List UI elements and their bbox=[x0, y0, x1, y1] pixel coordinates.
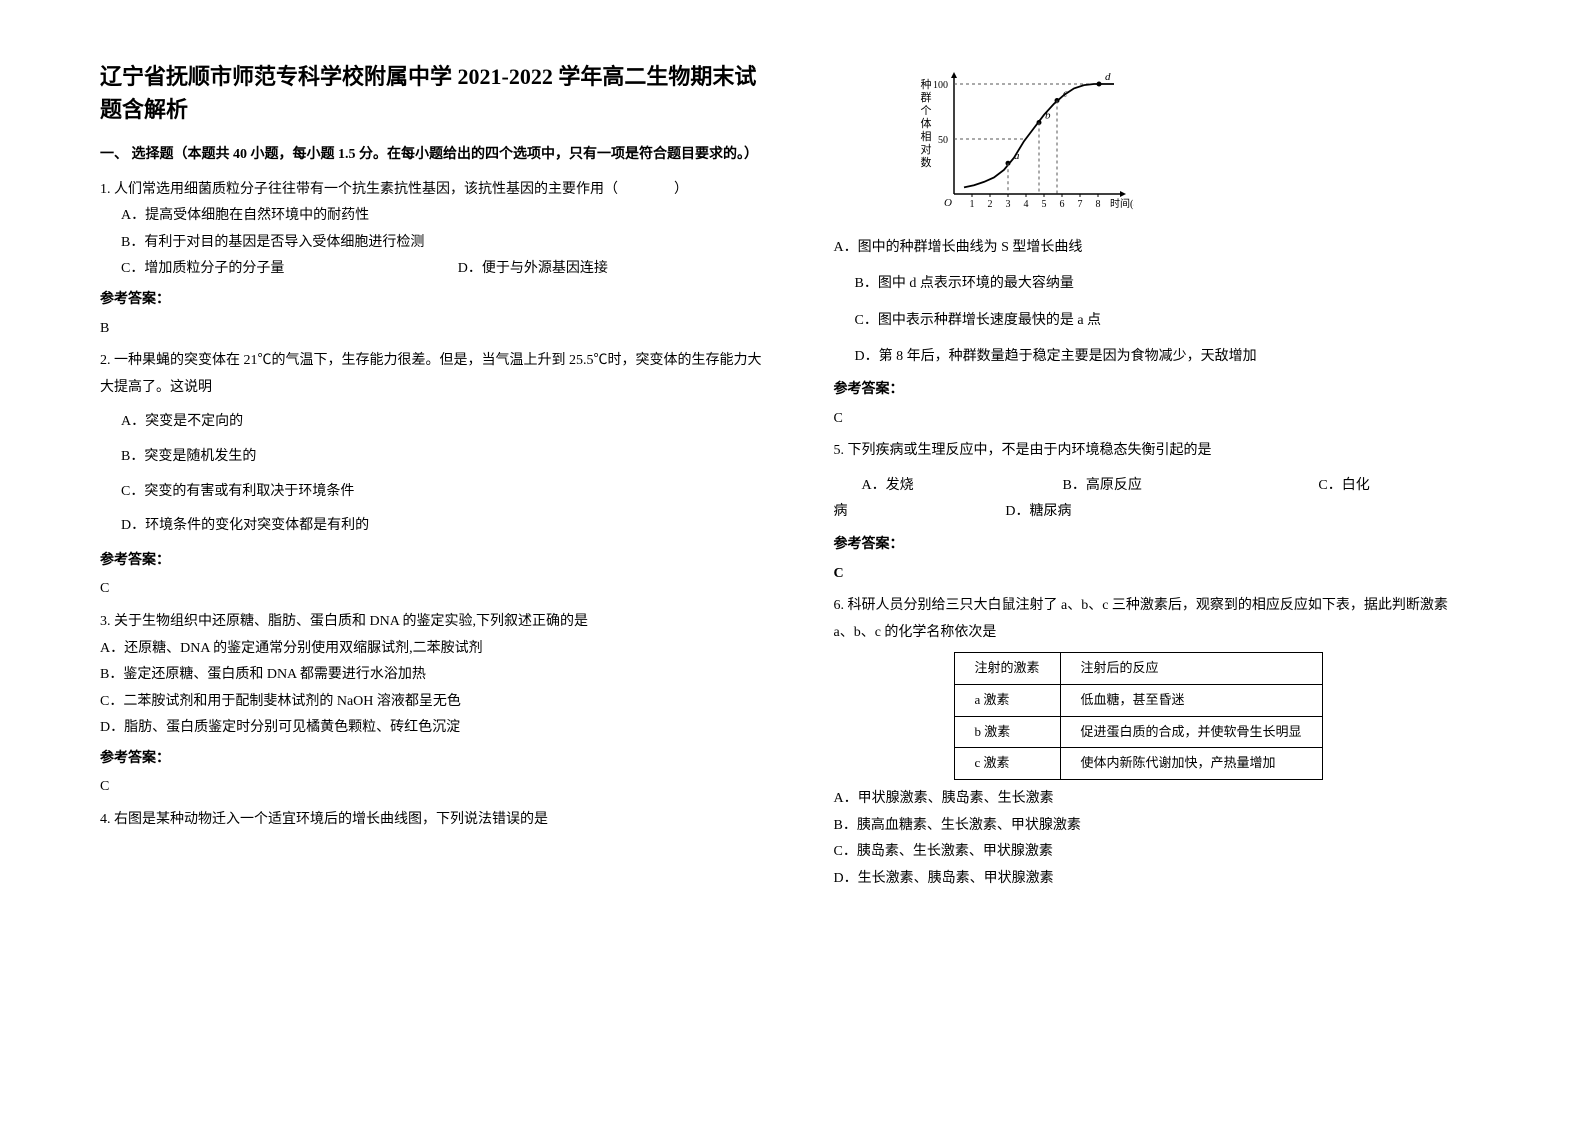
q3-opt-b: B．鉴定还原糖、蛋白质和 DNA 都需要进行水浴加热 bbox=[100, 662, 774, 689]
svg-text:4: 4 bbox=[1023, 199, 1028, 210]
svg-text:7: 7 bbox=[1077, 199, 1082, 210]
q2-opt-b: B．突变是随机发生的 bbox=[100, 444, 774, 471]
q3-opt-a: A．还原糖、DNA 的鉴定通常分别使用双缩脲试剂,二苯胺试剂 bbox=[100, 636, 774, 663]
q1-opt-c: C．增加质粒分子的分子量 bbox=[100, 256, 437, 283]
q5-answer-label: 参考答案： bbox=[834, 532, 1508, 559]
q2-answer-label: 参考答案： bbox=[100, 548, 774, 575]
q6-opt-a: A．甲状腺激素、胰岛素、生长激素 bbox=[834, 786, 1508, 813]
q6-opt-c: C．胰岛素、生长激素、甲状腺激素 bbox=[834, 839, 1508, 866]
q5-opt-c2: 病 bbox=[834, 499, 1002, 526]
left-column: 辽宁省抚顺市师范专科学校附属中学 2021-2022 学年高二生物期末试题含解析… bbox=[100, 60, 774, 1082]
q6-r3c1: c 激素 bbox=[954, 748, 1060, 780]
svg-text:数: 数 bbox=[920, 156, 931, 169]
svg-text:O: O bbox=[944, 197, 952, 209]
q6-r1c1: a 激素 bbox=[954, 685, 1060, 717]
q5-answer: C bbox=[834, 561, 1508, 588]
q2-opt-d: D．环境条件的变化对突变体都是有利的 bbox=[100, 513, 774, 540]
q6-th2: 注射后的反应 bbox=[1060, 653, 1322, 685]
q5-opt-b: B．高原反应 bbox=[1062, 473, 1318, 500]
q5-opt-a: A．发烧 bbox=[834, 473, 1063, 500]
q3-answer: C bbox=[100, 774, 774, 801]
q1-opt-b: B．有利于对目的基因是否导入受体细胞进行检测 bbox=[100, 230, 774, 257]
section-heading: 一、 选择题（本题共 40 小题，每小题 1.5 分。在每小题给出的四个选项中，… bbox=[100, 142, 774, 169]
q4-opt-a: A．图中的种群增长曲线为 S 型增长曲线 bbox=[834, 235, 1508, 262]
q5-opt-d: D．糖尿病 bbox=[1005, 504, 1071, 519]
svg-text:50: 50 bbox=[938, 135, 948, 146]
q1-answer-label: 参考答案： bbox=[100, 287, 774, 314]
svg-text:6: 6 bbox=[1059, 199, 1064, 210]
q2-stem: 2. 一种果蝇的突变体在 21℃的气温下，生存能力很差。但是，当气温上升到 25… bbox=[100, 348, 774, 401]
q6-r1c2: 低血糖，甚至昏迷 bbox=[1060, 685, 1322, 717]
q6-r2c1: b 激素 bbox=[954, 716, 1060, 748]
q1-stem: 1. 人们常选用细菌质粒分子往往带有一个抗生素抗性基因，该抗性基因的主要作用（ … bbox=[100, 177, 774, 204]
svg-text:对: 对 bbox=[920, 142, 931, 156]
q1-opt-a: A．提高受体细胞在自然环境中的耐药性 bbox=[100, 203, 774, 230]
svg-text:8: 8 bbox=[1095, 199, 1100, 210]
svg-text:d: d bbox=[1105, 71, 1111, 83]
svg-text:体: 体 bbox=[920, 116, 931, 130]
q4-stem: 4. 右图是某种动物迁入一个适宜环境后的增长曲线图，下列说法错误的是 bbox=[100, 807, 774, 834]
growth-curve-chart: 100 50 种群个体相对数 O 1 2 3 4 5 6 7 8 时间(年) a bc d bbox=[914, 64, 1508, 225]
q4-answer: C bbox=[834, 406, 1508, 433]
svg-text:个: 个 bbox=[920, 104, 931, 117]
svg-text:种: 种 bbox=[920, 77, 931, 91]
q4-opt-d: D．第 8 年后，种群数量趋于稳定主要是因为食物减少，天敌增加 bbox=[834, 344, 1508, 371]
q4-opt-b: B．图中 d 点表示环境的最大容纳量 bbox=[834, 271, 1508, 298]
q4-opt-c: C．图中表示种群增长速度最快的是 a 点 bbox=[834, 308, 1508, 335]
svg-text:a: a bbox=[1014, 150, 1020, 162]
q3-stem: 3. 关于生物组织中还原糖、脂肪、蛋白质和 DNA 的鉴定实验,下列叙述正确的是 bbox=[100, 609, 774, 636]
svg-text:1: 1 bbox=[969, 199, 974, 210]
svg-text:相: 相 bbox=[920, 130, 931, 143]
q6-r3c2: 使体内新陈代谢加快，产热量增加 bbox=[1060, 748, 1322, 780]
q1-opt-d: D．便于与外源基因连接 bbox=[437, 256, 774, 283]
q6-th1: 注射的激素 bbox=[954, 653, 1060, 685]
q5-options: A．发烧 B．高原反应 C．白化 病 D．糖尿病 bbox=[834, 473, 1508, 526]
svg-text:2: 2 bbox=[987, 199, 992, 210]
q3-opt-c: C．二苯胺试剂和用于配制斐林试剂的 NaOH 溶液都呈无色 bbox=[100, 689, 774, 716]
right-column: 100 50 种群个体相对数 O 1 2 3 4 5 6 7 8 时间(年) a bc d A．图中的种群增长… bbox=[834, 60, 1508, 1082]
svg-text:群: 群 bbox=[920, 90, 931, 104]
q2-answer: C bbox=[100, 576, 774, 603]
exam-title: 辽宁省抚顺市师范专科学校附属中学 2021-2022 学年高二生物期末试题含解析 bbox=[100, 60, 774, 126]
svg-text:3: 3 bbox=[1005, 199, 1010, 210]
svg-text:时间(年): 时间(年) bbox=[1110, 197, 1134, 210]
svg-text:5: 5 bbox=[1041, 199, 1046, 210]
q1-answer: B bbox=[100, 316, 774, 343]
svg-text:b: b bbox=[1045, 110, 1051, 122]
q6-opt-b: B．胰高血糖素、生长激素、甲状腺激素 bbox=[834, 813, 1508, 840]
q2-opt-c: C．突变的有害或有利取决于环境条件 bbox=[100, 479, 774, 506]
q6-stem2: a、b、c 的化学名称依次是 bbox=[834, 620, 1508, 647]
q5-stem: 5. 下列疾病或生理反应中，不是由于内环境稳态失衡引起的是 bbox=[834, 438, 1508, 465]
q6-stem1: 6. 科研人员分别给三只大白鼠注射了 a、b、c 三种激素后，观察到的相应反应如… bbox=[834, 593, 1508, 620]
q3-answer-label: 参考答案： bbox=[100, 746, 774, 773]
q6-table: 注射的激素 注射后的反应 a 激素 低血糖，甚至昏迷 b 激素 促进蛋白质的合成… bbox=[954, 652, 1323, 780]
q6-r2c2: 促进蛋白质的合成，并使软骨生长明显 bbox=[1060, 716, 1322, 748]
svg-text:100: 100 bbox=[933, 80, 948, 91]
q6-opt-d: D．生长激素、胰岛素、甲状腺激素 bbox=[834, 866, 1508, 893]
q3-opt-d: D．脂肪、蛋白质鉴定时分别可见橘黄色颗粒、砖红色沉淀 bbox=[100, 715, 774, 742]
q5-opt-c: C．白化 bbox=[1318, 473, 1507, 500]
q2-opt-a: A．突变是不定向的 bbox=[100, 409, 774, 436]
q4-answer-label: 参考答案： bbox=[834, 377, 1508, 404]
svg-text:c: c bbox=[1063, 88, 1068, 100]
